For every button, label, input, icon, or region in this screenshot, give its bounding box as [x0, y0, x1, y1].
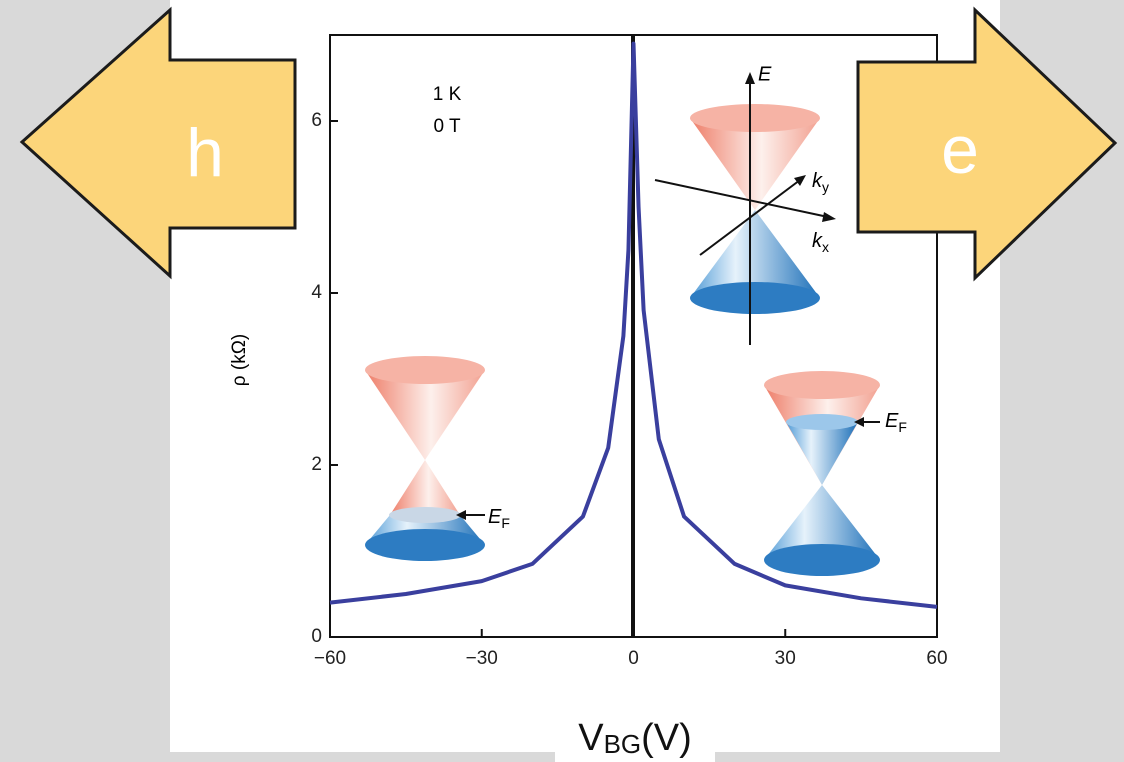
ef-main: E — [885, 410, 899, 432]
y-tick-label: 0 — [311, 626, 322, 647]
x-tick-label: 30 — [775, 648, 796, 669]
slide: E ky kx EF EF 1 K 0 T ρ (kΩ) VBG(V) h e … — [0, 0, 1124, 762]
y-tick-label: 2 — [311, 454, 322, 475]
electron-label: e — [941, 112, 979, 188]
y-tick-label: 6 — [311, 110, 322, 131]
y-axis-title: ρ (kΩ) — [229, 334, 250, 386]
annotation: 0 T — [433, 116, 461, 137]
x-title-main: V — [578, 717, 604, 759]
ef-sub: F — [501, 515, 510, 531]
hole-label: h — [186, 115, 224, 191]
page: E ky kx EF EF 1 K 0 T ρ (kΩ) VBG(V) h e … — [0, 0, 1124, 762]
annotation: 1 K — [433, 84, 462, 105]
x-title-rest: (V) — [641, 717, 692, 759]
x-tick-label: −60 — [314, 648, 346, 669]
x-tick-label: 0 — [628, 648, 639, 669]
ef-main: E — [488, 506, 502, 528]
axis-label-energy: E — [758, 63, 772, 85]
x-title-sub: BG — [604, 729, 642, 759]
x-tick-label: −30 — [466, 648, 498, 669]
ef-sub: F — [898, 419, 907, 435]
x-tick-label: 60 — [926, 648, 947, 669]
y-tick-label: 4 — [311, 282, 322, 303]
kx-sub: x — [822, 239, 829, 255]
ky-sub: y — [822, 179, 829, 195]
